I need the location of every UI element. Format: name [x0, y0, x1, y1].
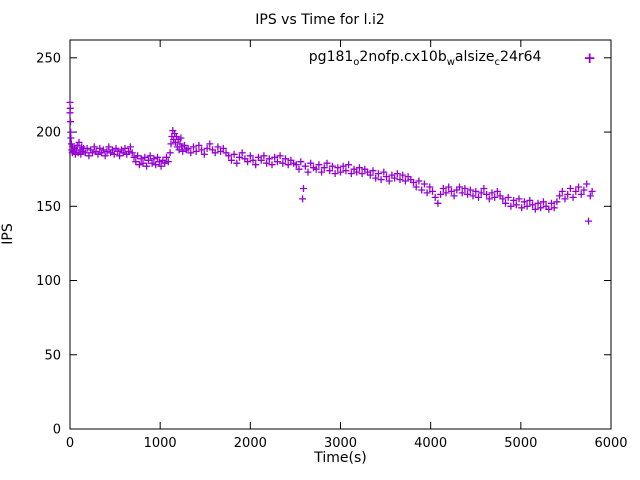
- y-tick-label: 100: [36, 274, 61, 289]
- y-tick-label: 0: [53, 423, 61, 438]
- y-tick-label: 250: [36, 51, 61, 66]
- plus-marker-icon: +: [583, 49, 596, 67]
- legend-label-part: pg181: [308, 49, 354, 65]
- scatter-series: [66, 98, 596, 225]
- legend-label-part: alsize: [454, 49, 495, 65]
- legend-label-subscript: c: [494, 57, 501, 68]
- legend-label-part: 24r64: [500, 49, 542, 65]
- x-tick-label: 3000: [324, 436, 357, 451]
- y-tick-label: 50: [44, 348, 61, 363]
- x-tick-label: 1000: [144, 436, 177, 451]
- legend: pg181o2nofp.cx10bwalsizec24r64 +: [309, 49, 596, 68]
- legend-label-subscript: o: [353, 57, 360, 68]
- legend-label-subscript: w: [446, 57, 455, 68]
- chart-title: IPS vs Time for l.i2: [255, 12, 385, 28]
- x-tick-label: 5000: [504, 436, 537, 451]
- legend-label-part: 2nofp.cx10b: [359, 49, 447, 65]
- x-tick-label: 4000: [414, 436, 447, 451]
- x-tick-label: 0: [66, 436, 74, 451]
- y-tick-label: 150: [36, 200, 61, 215]
- plot-border: [69, 39, 612, 430]
- legend-label: pg181o2nofp.cx10bwalsizec24r64: [309, 49, 542, 68]
- y-tick-label: 200: [36, 126, 61, 141]
- x-tick-label: 6000: [594, 436, 627, 451]
- x-axis-label: Time(s): [314, 450, 367, 466]
- x-tick-label: 2000: [234, 436, 267, 451]
- y-axis-label: IPS: [0, 223, 16, 245]
